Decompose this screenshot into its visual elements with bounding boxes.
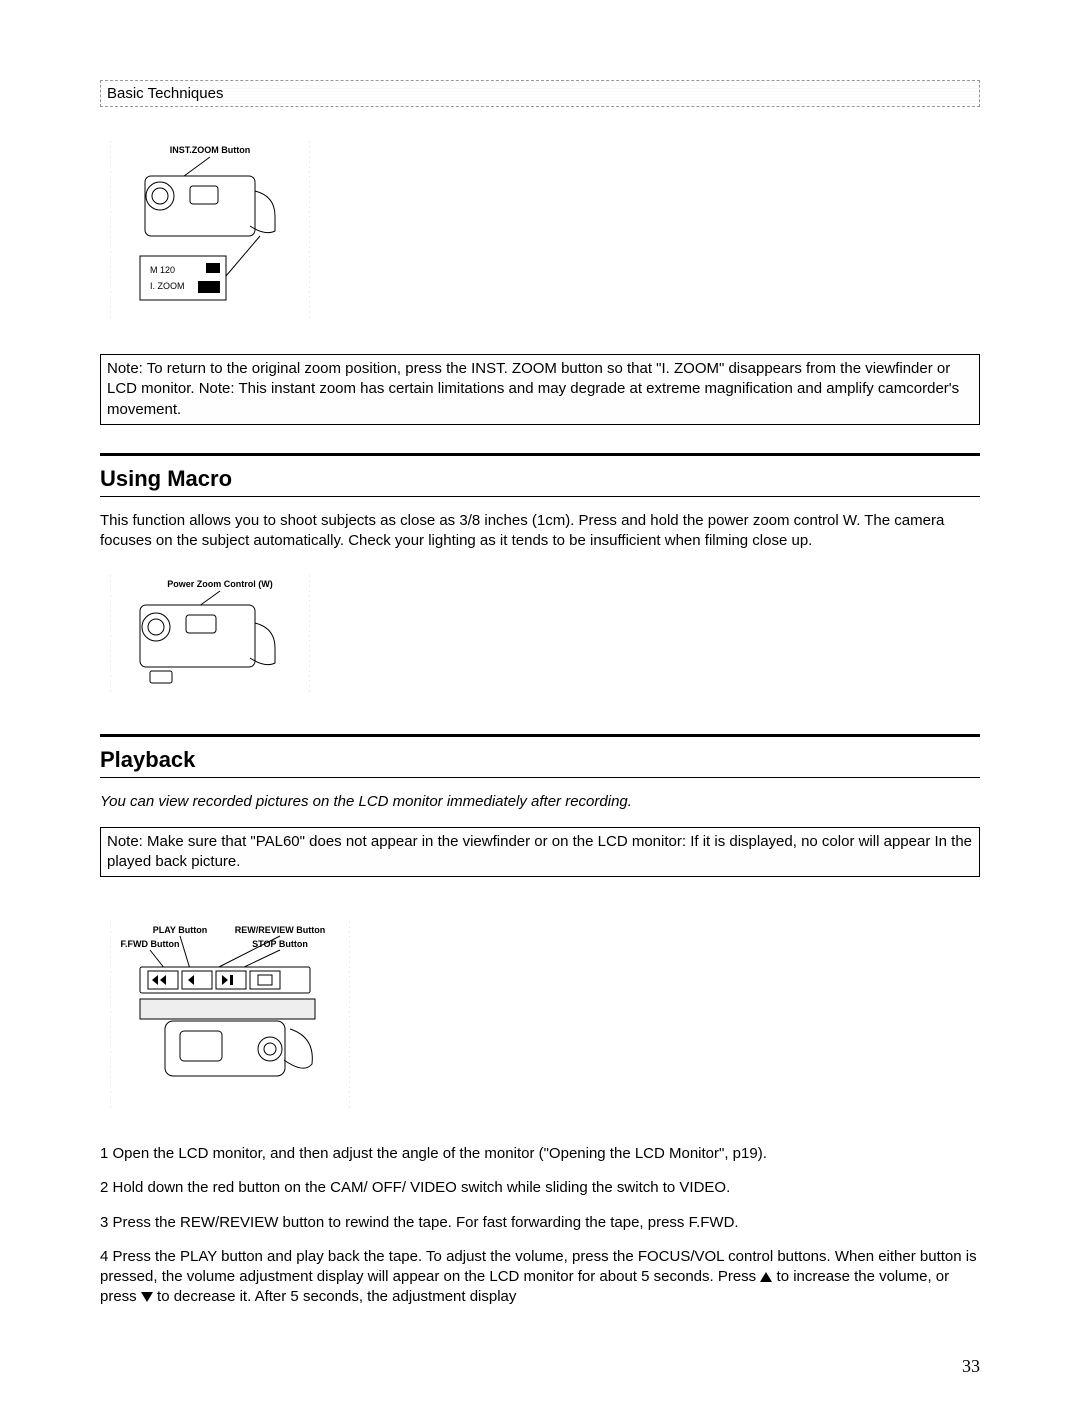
svg-text:STOP Button: STOP Button — [252, 939, 308, 949]
power-zoom-diagram: Power Zoom Control (W) — [100, 565, 320, 705]
step-2: 2 Hold down the red button on the CAM/ O… — [100, 1178, 980, 1198]
playback-diagram: PLAY Button REW/REVIEW Button F.FWD Butt… — [100, 911, 360, 1121]
volume-down-icon — [141, 1292, 153, 1302]
header-label: Basic Techniques — [107, 85, 223, 102]
section-divider-2 — [100, 734, 980, 737]
vf-line2: I. ZOOM — [150, 281, 185, 291]
step4-c: to decrease it. After 5 seconds, the adj… — [157, 1288, 516, 1305]
page-number: 33 — [962, 1356, 980, 1377]
svg-text:PLAY Button: PLAY Button — [153, 925, 208, 935]
vf-line1: M 120 — [150, 265, 175, 275]
title-underline — [100, 496, 980, 497]
diagram2-caption: Power Zoom Control (W) — [167, 579, 273, 589]
diagram1-caption: INST.ZOOM Button — [170, 145, 251, 155]
manual-page: Basic Techniques INST.ZOOM Button — [0, 0, 1080, 1403]
svg-text:F.FWD Button: F.FWD Button — [121, 939, 180, 949]
step-1: 1 Open the LCD monitor, and then adjust … — [100, 1144, 980, 1164]
step-4: 4 Press the PLAY button and play back th… — [100, 1247, 980, 1308]
section-divider — [100, 453, 980, 456]
note-inst-zoom: Note: To return to the original zoom pos… — [100, 354, 980, 425]
macro-body: This function allows you to shoot subjec… — [100, 511, 980, 552]
using-macro-title: Using Macro — [100, 466, 980, 492]
inst-zoom-diagram: INST.ZOOM Button M 120 I. ZOOM — [100, 131, 320, 331]
svg-text:REW/REVIEW Button: REW/REVIEW Button — [235, 925, 326, 935]
playback-intro: You can view recorded pictures on the LC… — [100, 792, 980, 812]
note1-text: Note: To return to the original zoom pos… — [107, 360, 959, 418]
step-3: 3 Press the REW/REVIEW button to rewind … — [100, 1213, 980, 1233]
volume-up-icon — [760, 1272, 772, 1282]
note-pal60: Note: Make sure that "PAL60" does not ap… — [100, 827, 980, 878]
section-header: Basic Techniques — [100, 80, 980, 107]
playback-title: Playback — [100, 747, 980, 773]
note2-text: Note: Make sure that "PAL60" does not ap… — [107, 833, 972, 870]
title-underline-2 — [100, 777, 980, 778]
